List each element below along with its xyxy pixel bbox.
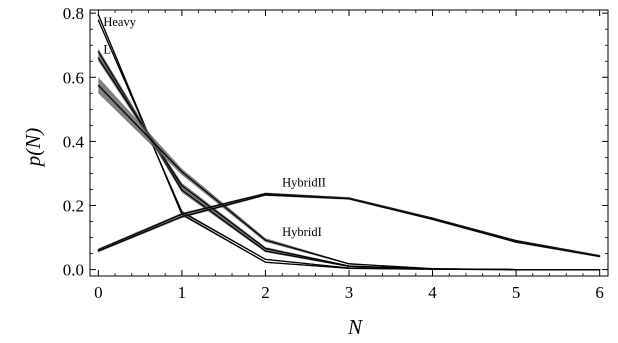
data-point [348, 267, 350, 269]
series-line [97, 14, 600, 271]
data-point [515, 268, 517, 271]
data-point [181, 213, 183, 215]
y-tick-label: 0.8 [63, 4, 84, 23]
data-point [348, 265, 350, 267]
series-line [98, 194, 600, 258]
x-tick-label: 3 [345, 283, 354, 302]
data-point [181, 185, 183, 187]
data-point [264, 239, 267, 241]
data-point [264, 193, 267, 195]
data-point [348, 263, 350, 265]
series-band [98, 54, 600, 270]
data-point [264, 258, 267, 260]
y-tick-label: 0.4 [63, 132, 85, 151]
data-point [97, 84, 99, 86]
data-point [264, 247, 267, 250]
x-tick-label: 4 [428, 283, 437, 302]
series-line [98, 192, 600, 257]
axes: 0 1 2 3 4 5 6 0.0 0.2 0.4 0.6 0.8 [63, 4, 609, 302]
series-line [97, 19, 600, 271]
data-point [515, 241, 517, 243]
data-point [599, 268, 601, 271]
x-tick-label: 6 [595, 283, 604, 302]
x-tick-label: 5 [512, 283, 521, 302]
data-point [264, 194, 267, 196]
x-tick-label: 1 [178, 283, 187, 302]
data-point [599, 255, 601, 258]
series-band [98, 192, 600, 257]
data-point [264, 250, 267, 252]
data-point [264, 261, 267, 263]
data-point [97, 250, 99, 252]
y-tick-label: 0.6 [63, 68, 84, 87]
plot-frame [89, 9, 609, 277]
data-point [348, 198, 350, 200]
x-tick-label: 2 [261, 283, 270, 302]
data-point [97, 51, 99, 53]
data-point [431, 218, 434, 220]
series-band [98, 18, 600, 270]
data-point [431, 268, 434, 270]
series-band [98, 48, 600, 270]
annotation-label: HybridI [282, 225, 322, 239]
data-point [97, 57, 99, 59]
x-tick-label: 0 [94, 283, 103, 302]
y-tick-label: 0.2 [63, 196, 84, 215]
annotation-label: L [103, 42, 111, 56]
y-tick-label: 0.0 [63, 261, 84, 280]
data-point [181, 211, 183, 213]
series-group [97, 13, 601, 271]
data-point [97, 19, 99, 21]
series-band [98, 193, 600, 258]
data-point [181, 171, 183, 173]
data-point [181, 216, 183, 218]
y-axis-label: p(N) [21, 128, 45, 169]
annotation-label: HybridII [282, 175, 326, 189]
annotation-group: Heavy L HybridII HybridI [103, 15, 326, 239]
data-point [181, 189, 183, 191]
annotation-label: Heavy [103, 15, 136, 29]
series-band [98, 13, 600, 270]
x-axis-label: N [347, 315, 363, 339]
